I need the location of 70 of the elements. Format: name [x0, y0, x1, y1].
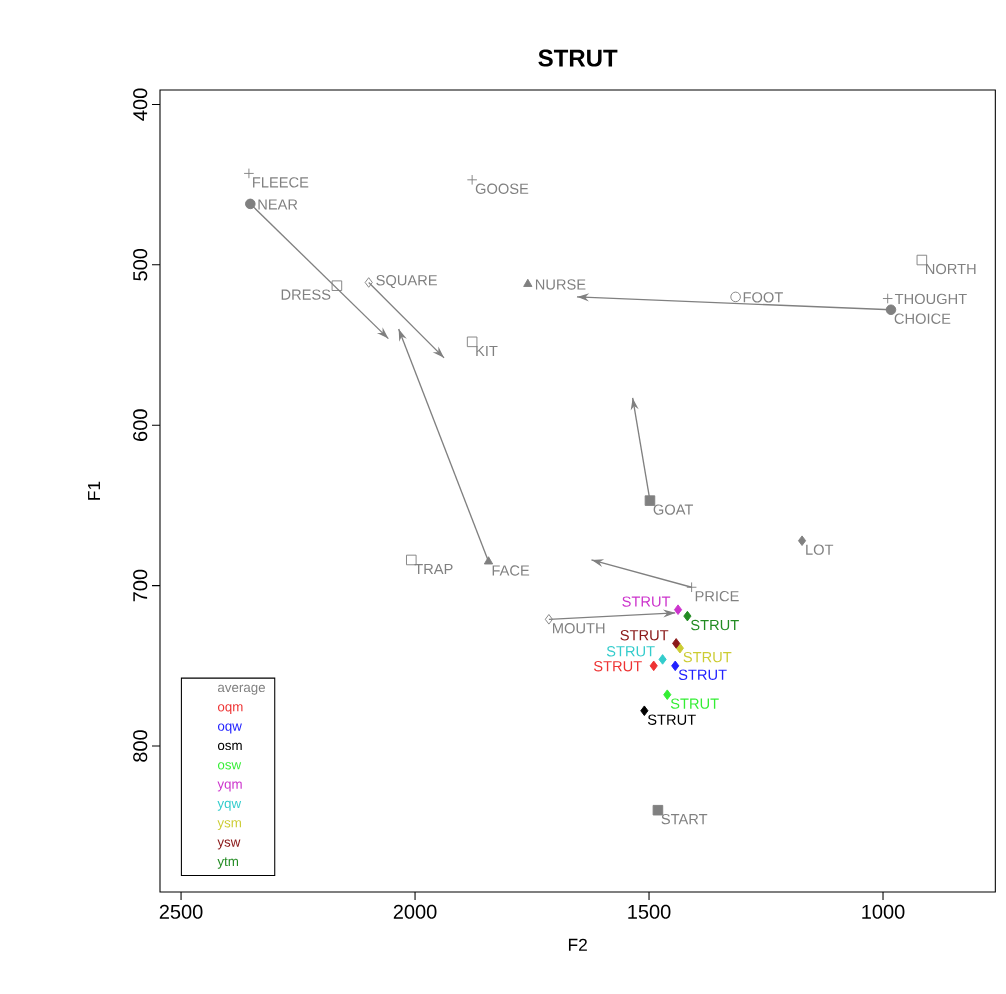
point [406, 554, 417, 566]
data-label: KIT [476, 345, 498, 356]
data-label: MOUTH [553, 623, 605, 634]
data-label: THOUGHT [894, 293, 967, 305]
point [683, 610, 692, 622]
point [331, 280, 343, 291]
x-axis-title: F2 [568, 938, 587, 951]
point [466, 336, 478, 348]
data-label: STRUT [691, 619, 739, 631]
data-label: STRUT [670, 698, 719, 709]
x-tick-label: 1000 [862, 904, 905, 919]
data-label: FACE [492, 565, 530, 576]
data-label: START [661, 813, 708, 825]
point [797, 535, 807, 546]
point [652, 804, 664, 816]
data-label: SQUARE [376, 275, 437, 289]
data-label: DRESS [281, 289, 331, 300]
text: ytm [217, 857, 239, 869]
y-tick-label: 600 [133, 409, 148, 441]
x-tick-label: 1500 [628, 904, 671, 919]
data-label: GOOSE [475, 183, 529, 194]
y-tick-label: 700 [133, 569, 148, 602]
data-label: STRUT [620, 630, 669, 641]
point [364, 277, 373, 288]
text: oqm [217, 704, 243, 715]
data-label: PRICE [695, 591, 739, 602]
point [673, 604, 683, 615]
data-label: FLEECE [253, 177, 309, 188]
point [649, 660, 658, 672]
y-tick-label: 400 [133, 88, 148, 121]
point [245, 198, 256, 210]
data-label: GOAT [653, 504, 694, 515]
point [916, 254, 928, 266]
point [644, 495, 656, 506]
data-label: STRUT [606, 646, 655, 657]
point [544, 614, 553, 625]
data-label: FOOT [743, 292, 783, 303]
data-label: STRUT [678, 669, 727, 680]
point [672, 638, 681, 649]
text: oqw [217, 723, 242, 734]
text: yqm [217, 781, 242, 792]
text: ysw [217, 839, 241, 850]
point [658, 654, 667, 665]
text: average [217, 684, 265, 695]
x-tick-label: 2000 [393, 904, 437, 919]
point [640, 705, 649, 717]
chart-title: STRUT [538, 49, 618, 67]
data-label: NEAR [258, 199, 298, 210]
point [671, 660, 680, 672]
data-label: STRUT [683, 651, 732, 663]
y-tick-label: 800 [133, 730, 148, 762]
y-tick-label: 500 [133, 248, 148, 281]
data-label: STRUT [593, 661, 642, 672]
data-label: LOT [806, 544, 834, 555]
data-label: TRAP [414, 564, 453, 575]
text: osw [217, 762, 242, 770]
point [523, 278, 533, 287]
text: yqw [217, 800, 242, 811]
x-tick-label: 2500 [159, 904, 203, 919]
data-label: NORTH [926, 263, 976, 275]
data-label: NURSE [535, 279, 586, 290]
point [730, 291, 741, 303]
data-label: STRUT [622, 596, 671, 607]
point [483, 556, 494, 565]
text: ysm [217, 820, 241, 831]
data-label: CHOICE [894, 313, 951, 324]
data-label: STRUT [647, 714, 696, 725]
text: osm [217, 742, 242, 751]
y-axis-title: F1 [88, 481, 100, 500]
point [663, 689, 672, 700]
